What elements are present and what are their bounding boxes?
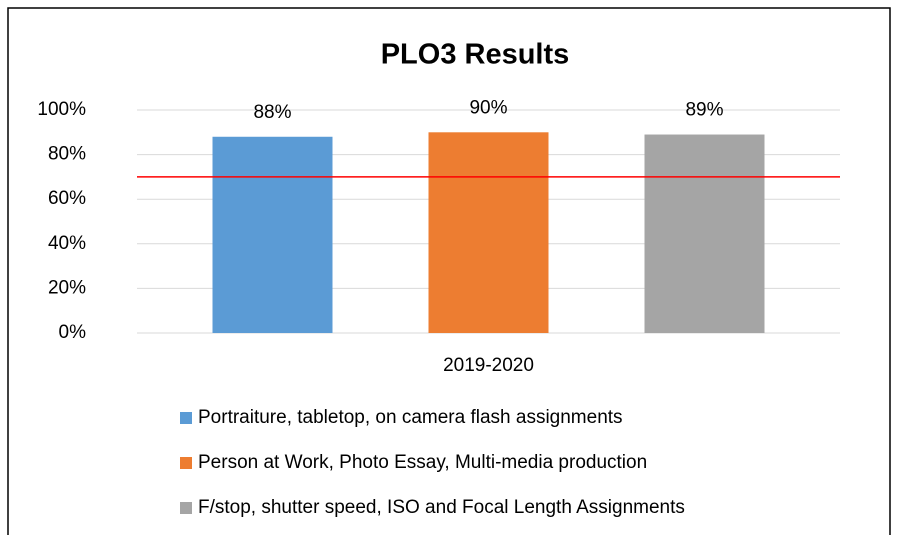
data-label: 89% [685,100,723,121]
legend-swatch [180,502,192,514]
legend-label: Portraiture, tabletop, on camera flash a… [198,407,623,428]
bar [644,134,765,333]
legend-swatch [180,457,192,469]
bar [212,136,333,333]
data-label: 90% [469,97,507,118]
y-tick-label: 100% [37,99,86,120]
legend-label: Person at Work, Photo Essay, Multi-media… [198,452,647,473]
y-tick-label: 60% [48,188,86,209]
bar [428,132,549,333]
legend-label: F/stop, shutter speed, ISO and Focal Len… [198,497,685,518]
chart-title: PLO3 Results [381,39,570,71]
data-label: 88% [253,102,291,123]
legend-swatch [180,412,192,424]
y-tick-label: 40% [48,233,86,254]
y-tick-label: 80% [48,144,86,165]
y-tick-label: 20% [48,277,86,298]
x-tick-label: 2019-2020 [443,355,534,376]
y-tick-label: 0% [59,322,87,343]
